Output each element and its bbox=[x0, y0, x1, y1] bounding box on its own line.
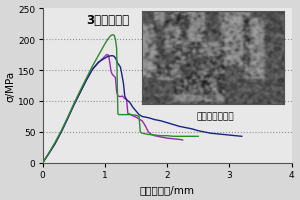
Text: 3点曲げ試験: 3点曲げ試験 bbox=[86, 14, 129, 27]
Y-axis label: σ/MPa: σ/MPa bbox=[6, 71, 16, 102]
X-axis label: ストローク/mm: ストローク/mm bbox=[140, 185, 195, 194]
Text: 繊維の引き抜け: 繊維の引き抜け bbox=[197, 111, 235, 120]
